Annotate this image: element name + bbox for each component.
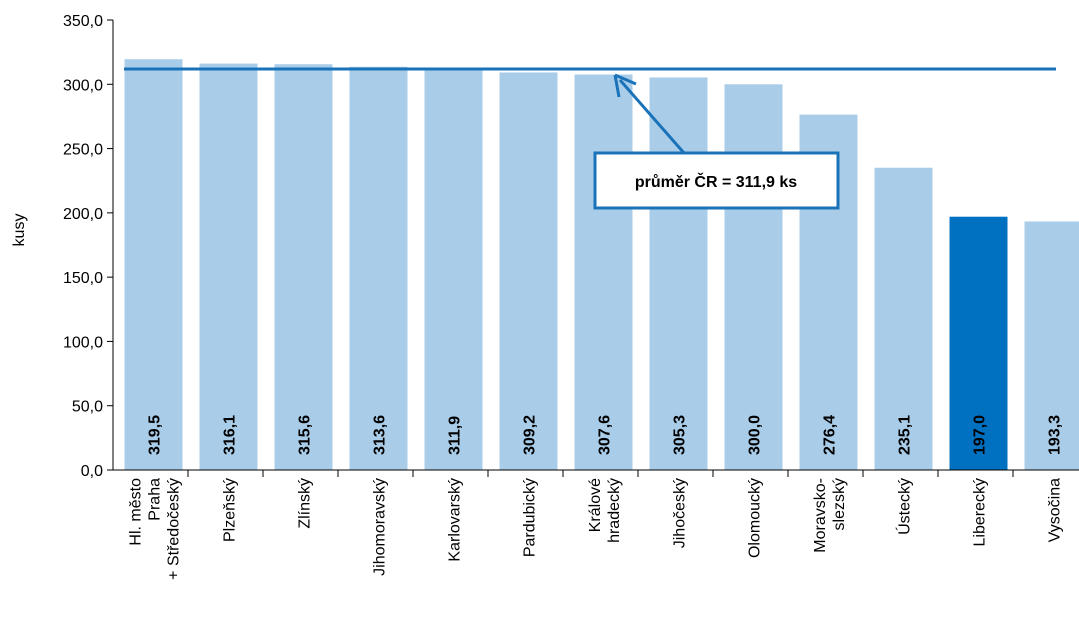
y-tick-label: 0,0: [81, 463, 103, 480]
x-tick-label: Jihomoravský: [372, 478, 389, 576]
value-label: 193,3: [1047, 415, 1064, 455]
x-tick-label: Hl. město Praha + Středočeský: [128, 478, 183, 580]
y-axis-label: kusy: [11, 214, 28, 247]
x-tick-label: Moravsko-slezský: [812, 478, 848, 553]
annotation-text: průměr ČR = 311,9 ks: [635, 172, 797, 191]
y-tick-label: 150,0: [63, 270, 103, 287]
annotation-box: [593, 151, 840, 210]
value-label: 307,6: [597, 415, 614, 455]
annotation-arrow: [618, 79, 686, 154]
x-tick-label: Liberecký: [972, 478, 989, 546]
y-tick-label: 50,0: [72, 399, 103, 416]
value-label: 276,4: [822, 415, 839, 455]
x-tick-label: Králové hradecký: [587, 478, 623, 543]
arrow-head: [613, 73, 637, 98]
bar: [574, 74, 633, 470]
bar: [1024, 221, 1079, 470]
y-tick-label: 100,0: [63, 334, 103, 351]
y-tick-label: 250,0: [63, 142, 103, 159]
value-label: 311,9: [447, 416, 464, 455]
value-label: 235,1: [897, 415, 914, 455]
y-tick-label: 200,0: [63, 206, 103, 223]
y-tick-label: 300,0: [63, 77, 103, 94]
x-tick-label: Ústecký: [895, 478, 914, 535]
value-label: 315,6: [297, 415, 314, 455]
x-tick-label: Karlovarský: [447, 478, 464, 562]
value-label: 300,0: [747, 415, 764, 455]
value-label: 316,1: [222, 415, 239, 455]
bar: [874, 167, 933, 470]
y-tick-label: 350,0: [63, 13, 103, 30]
value-label: 319,5: [147, 415, 164, 455]
value-label: 309,2: [522, 415, 539, 455]
bar: [949, 216, 1008, 470]
bar: [124, 59, 183, 470]
bar: [349, 66, 408, 471]
bar: [499, 72, 558, 470]
value-label: 197,0: [972, 415, 989, 455]
value-label: 305,3: [672, 415, 689, 455]
bar: [424, 68, 483, 470]
bar: [274, 64, 333, 470]
value-label: 313,6: [372, 415, 389, 455]
bar: [649, 77, 708, 470]
bar: [724, 84, 783, 471]
x-tick-label: Olomoucký: [747, 478, 764, 558]
x-tick-label: Vysočina: [1047, 478, 1064, 542]
x-tick-label: Pardubický: [522, 478, 539, 557]
x-tick-label: Zlínský: [297, 478, 314, 529]
x-tick-label: Jihočeský: [672, 478, 689, 548]
bar: [199, 63, 258, 470]
x-tick-label: Plzeňský: [222, 478, 239, 542]
